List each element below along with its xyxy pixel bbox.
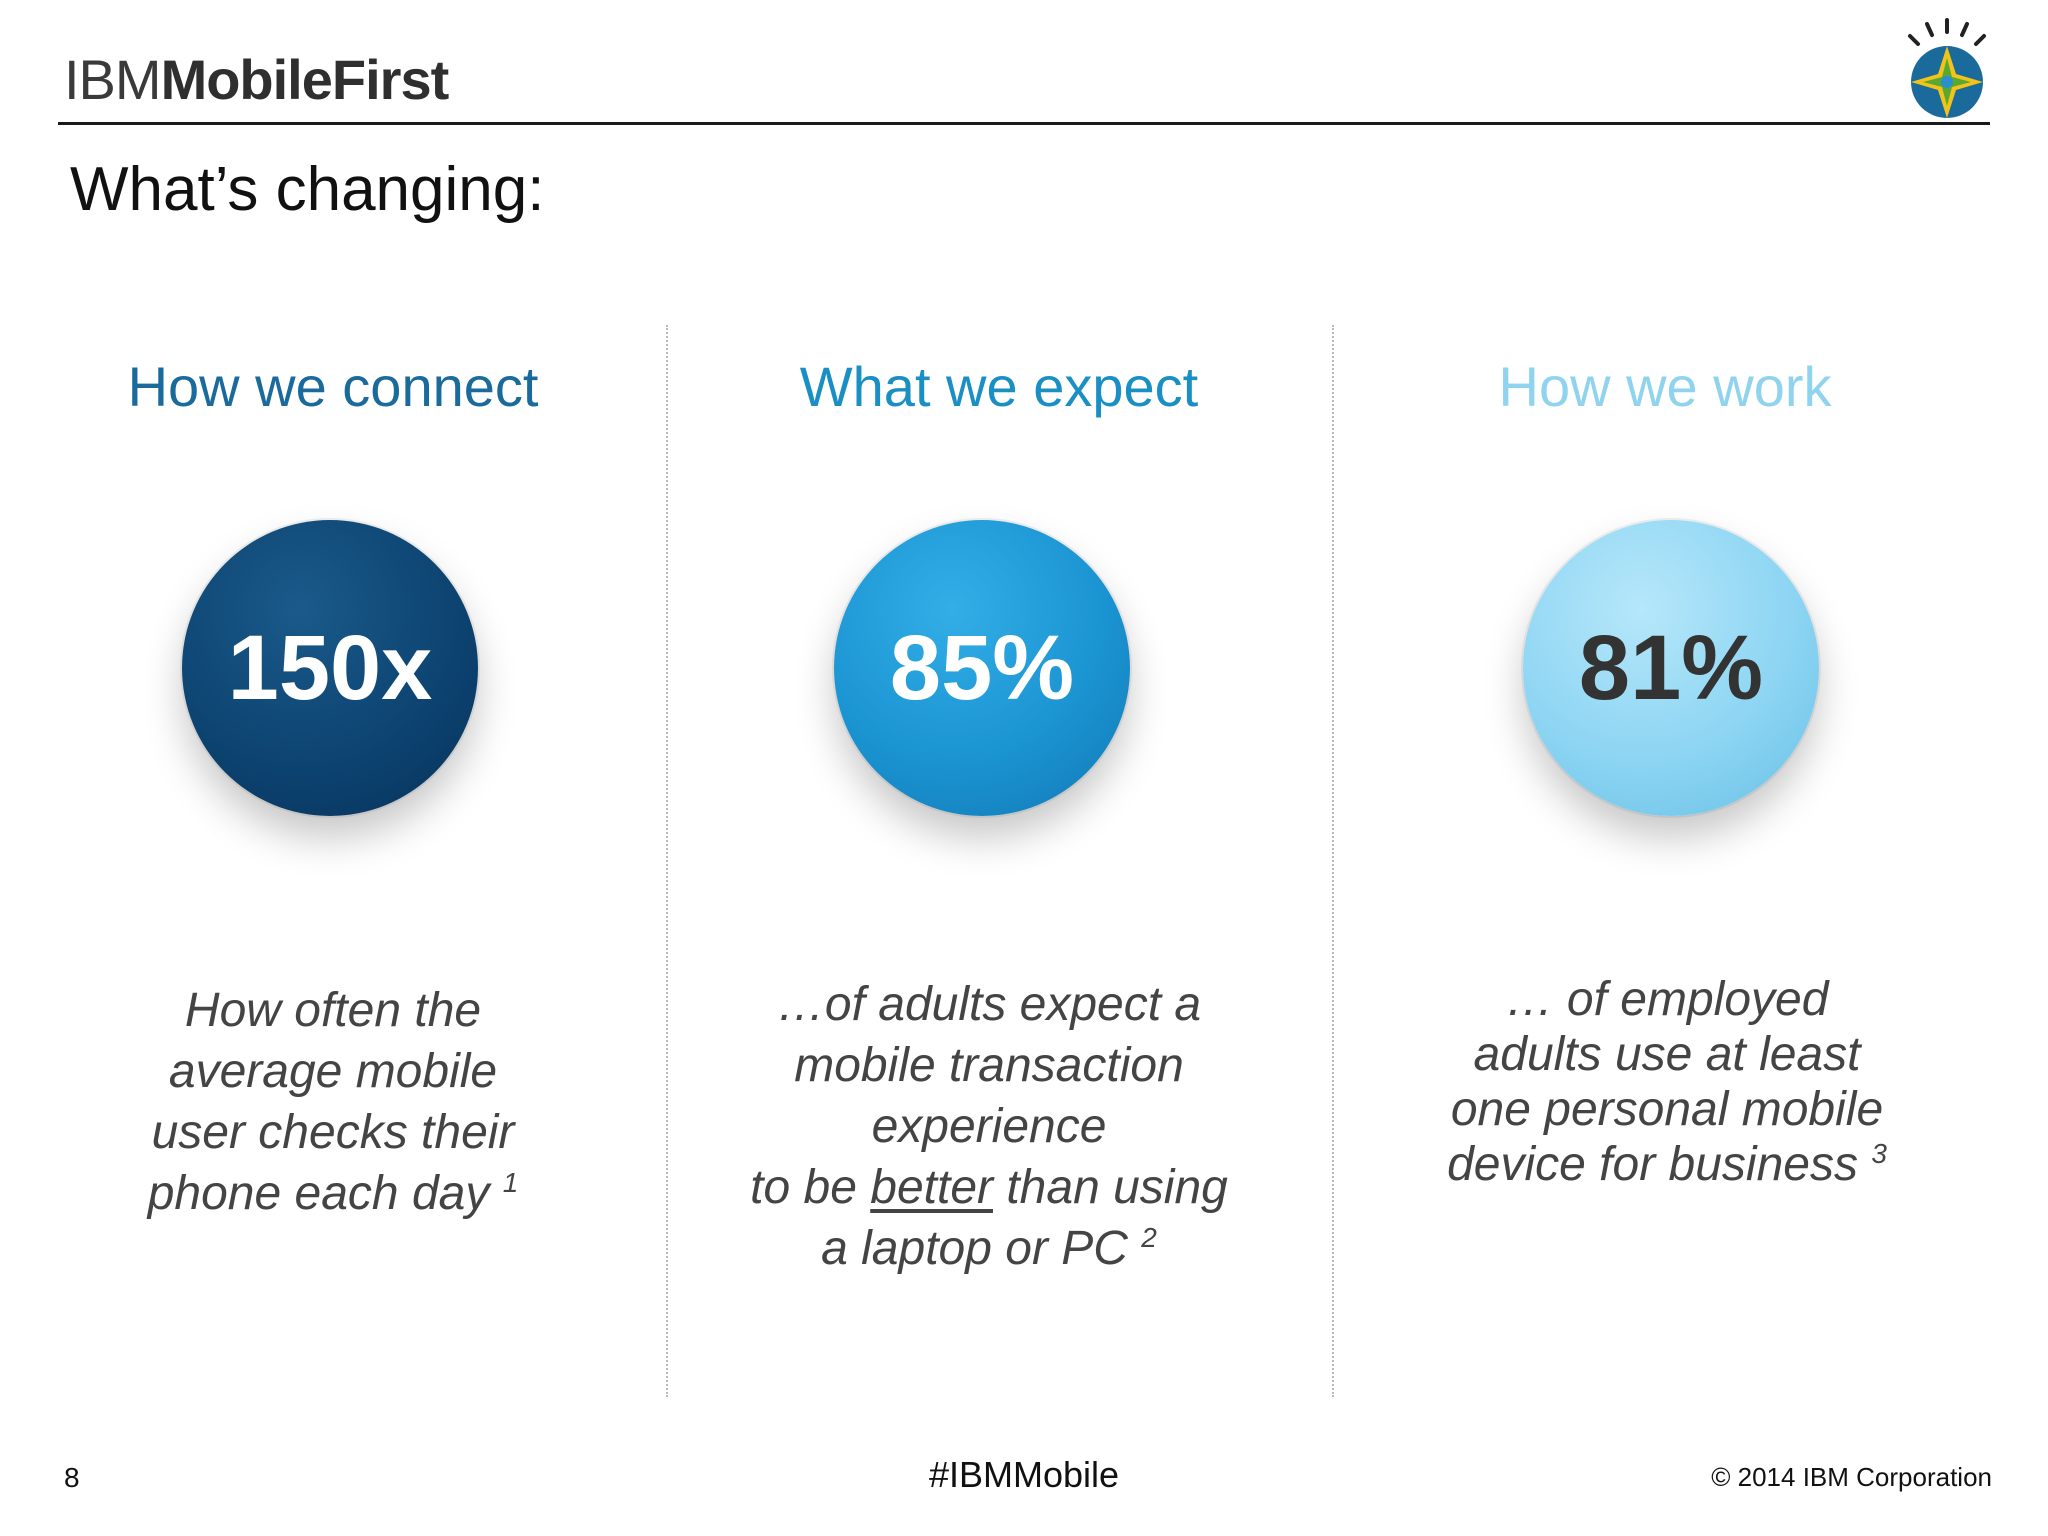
stat-circle: 85% <box>834 520 1130 816</box>
brand-name: MobileFirst <box>160 48 450 111</box>
desc-line: a laptop or PC 2 <box>656 1218 1322 1279</box>
desc-line: device for business 3 <box>1334 1137 2000 1192</box>
brand-prefix: IBM <box>64 48 162 111</box>
stat-description: … of employed adults use at least one pe… <box>1334 972 2000 1192</box>
footnote-marker: 2 <box>1141 1222 1157 1253</box>
footnote-marker: 1 <box>502 1167 519 1198</box>
desc-text: than using <box>993 1161 1228 1214</box>
desc-emphasis: better <box>870 1161 993 1214</box>
desc-line: adults use at least <box>1473 1028 1861 1081</box>
column-how-we-work: How we work 81% … of employed adults use… <box>1332 320 1998 1400</box>
desc-line: one personal mobile <box>1450 1083 1884 1136</box>
desc-line: mobile transaction <box>794 1039 1184 1092</box>
stat-value: 81% <box>1578 617 1764 719</box>
stat-description: …of adults expect a mobile transaction e… <box>656 974 1322 1279</box>
desc-text: a laptop or PC <box>821 1222 1128 1275</box>
brand-logo-text: IBMMobileFirst <box>64 52 449 108</box>
header-rule <box>58 122 1990 125</box>
column-what-we-expect: What we expect 85% …of adults expect a m… <box>666 320 1332 1400</box>
ibm-smarter-planet-icon <box>1908 18 1986 118</box>
desc-line: to be better than using <box>656 1157 1322 1218</box>
stat-circle: 81% <box>1523 520 1819 816</box>
desc-line: experience <box>871 1100 1107 1153</box>
copyright-notice: © 2014 IBM Corporation <box>1711 1462 1992 1492</box>
desc-line: phone each day 1 <box>0 1163 666 1224</box>
column-divider <box>1332 325 1334 1397</box>
desc-text: phone each day <box>147 1167 490 1220</box>
slide-title: What’s changing: <box>70 155 545 224</box>
column-heading: What we expect <box>799 355 1199 418</box>
column-heading: How we connect <box>127 355 539 418</box>
column-divider <box>666 325 668 1397</box>
desc-line: user checks their <box>151 1106 515 1159</box>
desc-line: How often the <box>184 984 482 1037</box>
stat-value: 85% <box>889 617 1075 719</box>
footnote-marker: 3 <box>1871 1138 1887 1169</box>
column-how-we-connect: How we connect 150x How often the averag… <box>0 320 666 1400</box>
footer-hashtag: #IBMMobile <box>928 1454 1120 1495</box>
page-number: 8 <box>64 1462 80 1493</box>
desc-line: average mobile <box>168 1045 498 1098</box>
desc-line: … of employed <box>1505 973 1829 1026</box>
column-heading: How we work <box>1498 355 1832 418</box>
desc-text: device for business <box>1447 1138 1858 1191</box>
desc-text: to be <box>750 1161 871 1214</box>
stat-description: How often the average mobile user checks… <box>0 980 666 1224</box>
stat-value: 150x <box>227 617 433 719</box>
desc-line: …of adults expect a <box>776 978 1202 1031</box>
stat-circle: 150x <box>182 520 478 816</box>
